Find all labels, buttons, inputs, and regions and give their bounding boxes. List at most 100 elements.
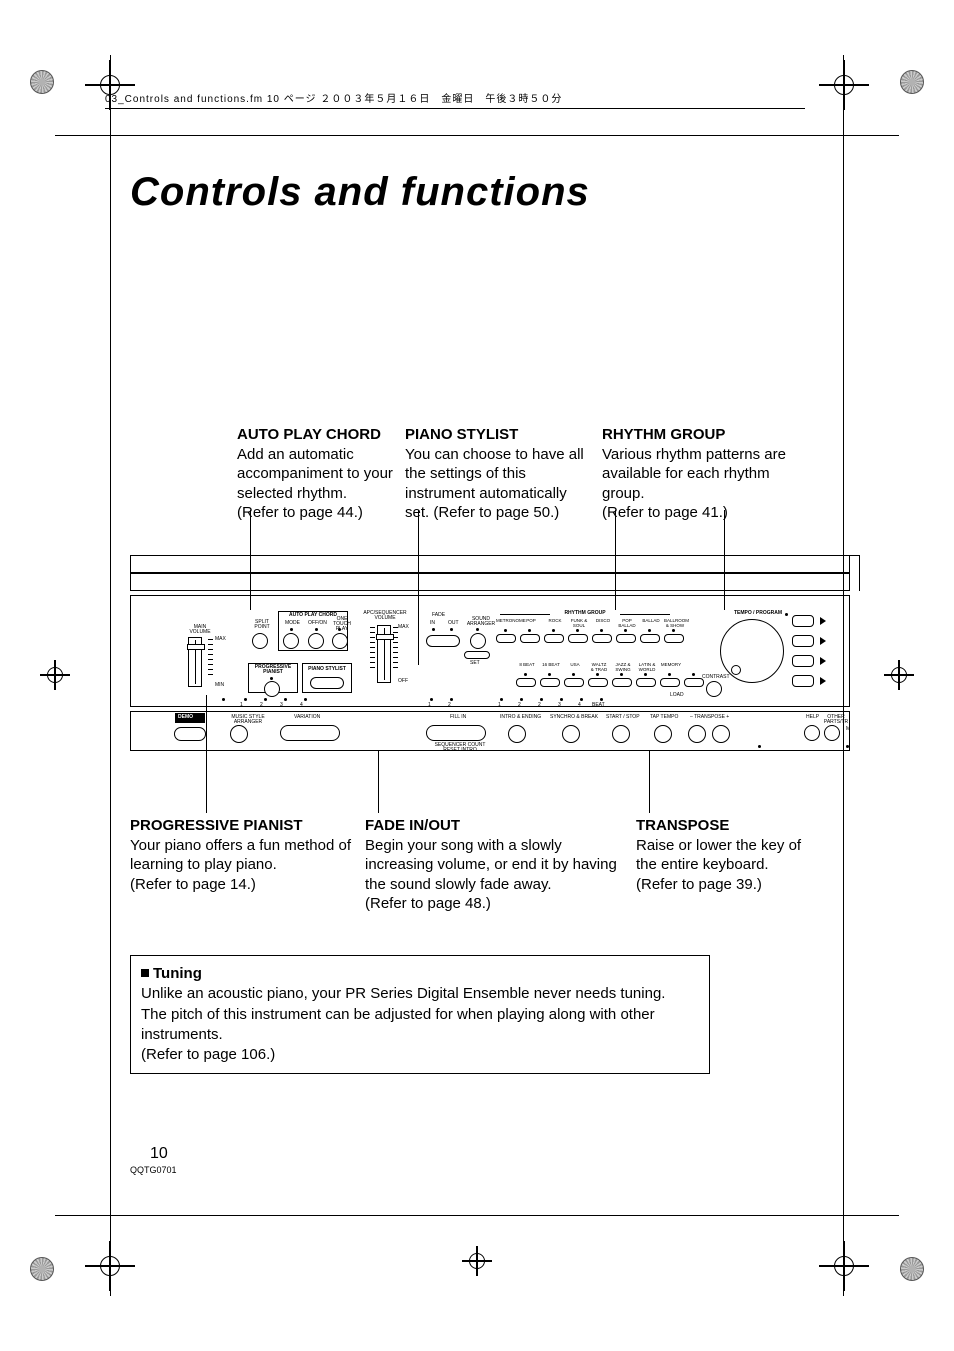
led <box>560 698 563 701</box>
set-button <box>464 651 490 659</box>
synchro-button <box>562 725 580 743</box>
label-demo: DEMO <box>178 715 193 720</box>
arrow-icon <box>820 617 826 625</box>
rhythm-label: MEMORY <box>660 663 682 668</box>
label-load: LOAD <box>670 693 684 698</box>
led <box>572 673 575 676</box>
label-beat: BEAT <box>592 703 605 708</box>
led <box>284 698 287 701</box>
callout-body: Raise or lower the key of the entire key… <box>636 836 816 895</box>
reg-mark-cross-br <box>819 1241 869 1291</box>
piano-stylist-button <box>310 677 344 689</box>
contrast-knob <box>706 681 722 697</box>
label-num: 1 <box>428 703 431 708</box>
led <box>668 673 671 676</box>
label-progressive-pianist: PROGRESSIVE PIANIST <box>250 665 296 675</box>
label-max: MAX <box>215 637 226 642</box>
page-rule-bottom <box>55 1215 899 1216</box>
callout-body: Begin your song with a slowly increasing… <box>365 836 625 914</box>
led <box>430 698 433 701</box>
led <box>244 698 247 701</box>
page-title: Controls and functions <box>130 170 590 215</box>
rhythm-label: DISCO <box>592 619 614 624</box>
rhythm-button <box>564 678 584 687</box>
bullet-square-icon <box>141 969 149 977</box>
panel-strip <box>130 573 850 591</box>
display-button <box>792 635 814 647</box>
display-button <box>792 655 814 667</box>
led <box>576 629 579 632</box>
led <box>450 698 453 701</box>
led <box>785 613 788 616</box>
led <box>222 698 225 701</box>
label-sound-arranger: SOUND ARRANGER <box>466 617 496 627</box>
led <box>290 628 293 631</box>
label-num: 1 <box>240 703 243 708</box>
rhythm-button <box>616 634 636 643</box>
label-rhythm-group: RHYTHM GROUP <box>550 611 620 616</box>
label-one-touch: ONE TOUCH PLAY <box>328 617 356 632</box>
doc-code: QQTG0701 <box>130 1165 177 1175</box>
rhythm-button <box>520 634 540 643</box>
reg-mark-cross-bottom <box>462 1246 492 1276</box>
header-rule <box>105 108 805 109</box>
label-split-point: SPLIT POINT <box>250 620 274 630</box>
callout-progressive-pianist: PROGRESSIVE PIANIST Your piano offers a … <box>130 816 360 894</box>
led <box>270 677 273 680</box>
label-variation: VARIATION <box>294 715 320 720</box>
led <box>540 698 543 701</box>
led <box>500 698 503 701</box>
label-num: 4 <box>300 703 303 708</box>
led <box>338 628 341 631</box>
label-num: 2 <box>260 703 263 708</box>
led <box>648 629 651 632</box>
led <box>450 628 453 631</box>
led <box>552 629 555 632</box>
display-button <box>792 675 814 687</box>
reg-mark-cross-left <box>40 660 70 690</box>
tuning-title: Tuning <box>153 965 202 982</box>
intro-ending-button <box>508 725 526 743</box>
tempo-dial <box>720 619 784 683</box>
callout-body: Add an automatic accompaniment to your s… <box>237 445 407 523</box>
led <box>476 628 479 631</box>
callout-rhythm-group: RHYTHM GROUP Various rhythm patterns are… <box>602 425 802 523</box>
callout-title: PIANO STYLIST <box>405 425 585 445</box>
reg-mark-corner-bl <box>30 1257 54 1281</box>
label-fill-in: FILL IN <box>450 715 466 720</box>
led <box>846 745 849 748</box>
label-other-parts: OTHER PARTS/TR <box>822 715 850 725</box>
label-contrast: CONTRAST <box>702 675 730 680</box>
rhythm-label: BALLROOM & SHOW <box>664 619 686 628</box>
transpose-down-button <box>688 725 706 743</box>
led <box>304 698 307 701</box>
label-num: 3 <box>558 703 561 708</box>
display-button <box>792 615 814 627</box>
page-rule-top <box>55 135 899 136</box>
callout-body: You can choose to have all the settings … <box>405 445 585 523</box>
fill-in-button <box>426 725 486 741</box>
rhythm-label: POP <box>520 619 542 624</box>
arrow-icon <box>820 657 826 665</box>
rhythm-button <box>516 678 536 687</box>
led <box>758 745 761 748</box>
reg-mark-corner-tr <box>900 70 924 94</box>
rhythm-label: WALTZ & TRAD <box>588 663 610 672</box>
progressive-pianist-button <box>264 681 280 697</box>
rhythm-group-line <box>500 614 550 615</box>
arrow-icon <box>820 637 826 645</box>
led <box>596 673 599 676</box>
label-set: SET <box>470 661 480 666</box>
tuning-body: Unlike an acoustic piano, your PR Series… <box>141 984 699 1065</box>
led <box>624 629 627 632</box>
one-touch-knob <box>332 633 348 649</box>
label-num: 2 <box>518 703 521 708</box>
arrow-icon <box>820 677 826 685</box>
led <box>548 673 551 676</box>
page-rule-left <box>110 55 111 1296</box>
split-point-knob <box>252 633 268 649</box>
panel-strip <box>130 555 850 573</box>
start-stop-button <box>612 725 630 743</box>
label-help: HELP <box>806 715 819 720</box>
fade-button <box>426 635 460 647</box>
